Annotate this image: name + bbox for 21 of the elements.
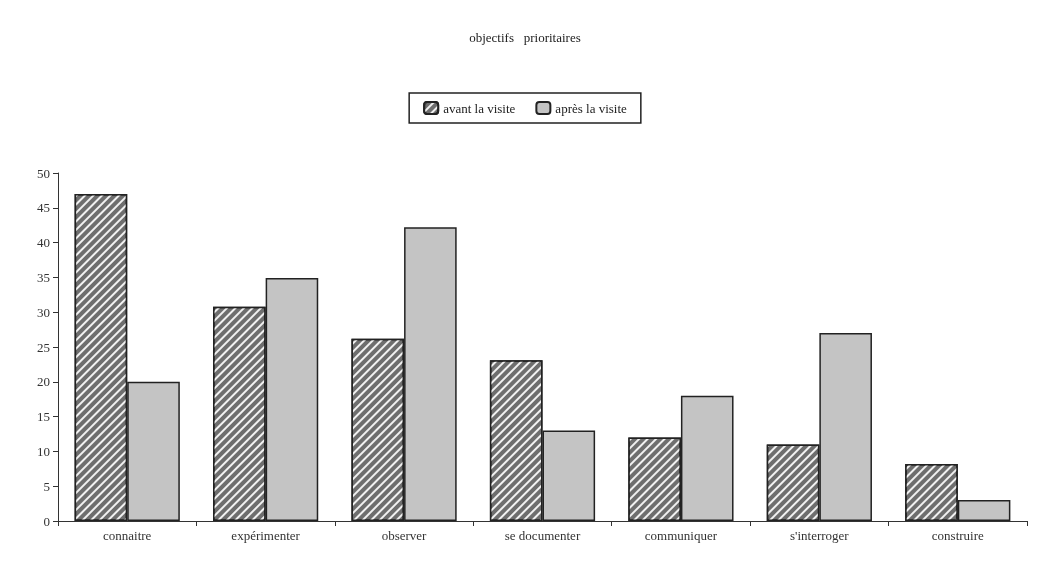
y-tick-label: 15 xyxy=(37,409,50,425)
chart-title: objectifs prioritaires xyxy=(469,30,581,45)
x-tick-label: communiquer xyxy=(644,528,718,543)
y-tick-label: 0 xyxy=(43,513,50,529)
x-tick-label: connaitre xyxy=(103,528,152,543)
y-tick-label: 35 xyxy=(37,269,50,285)
x-tick-label: s'interroger xyxy=(790,528,850,543)
y-tick-label: 5 xyxy=(43,478,50,494)
y-tick-label: 20 xyxy=(37,374,50,390)
x-tick-label: expérimenter xyxy=(231,528,301,543)
x-tick-label: se documenter xyxy=(504,528,581,543)
y-tick-label: 30 xyxy=(37,304,50,320)
y-tick-label: 10 xyxy=(37,443,50,459)
x-tick-label: observer xyxy=(381,528,428,543)
legend-label: avant la visite xyxy=(443,100,516,116)
x-tick-label: construire xyxy=(931,528,984,543)
legend-label: après la visite xyxy=(555,100,628,116)
y-tick-label: 50 xyxy=(37,165,50,181)
y-tick-label: 40 xyxy=(37,235,50,251)
y-tick-label: 25 xyxy=(37,339,50,355)
y-tick-label: 45 xyxy=(37,200,50,216)
